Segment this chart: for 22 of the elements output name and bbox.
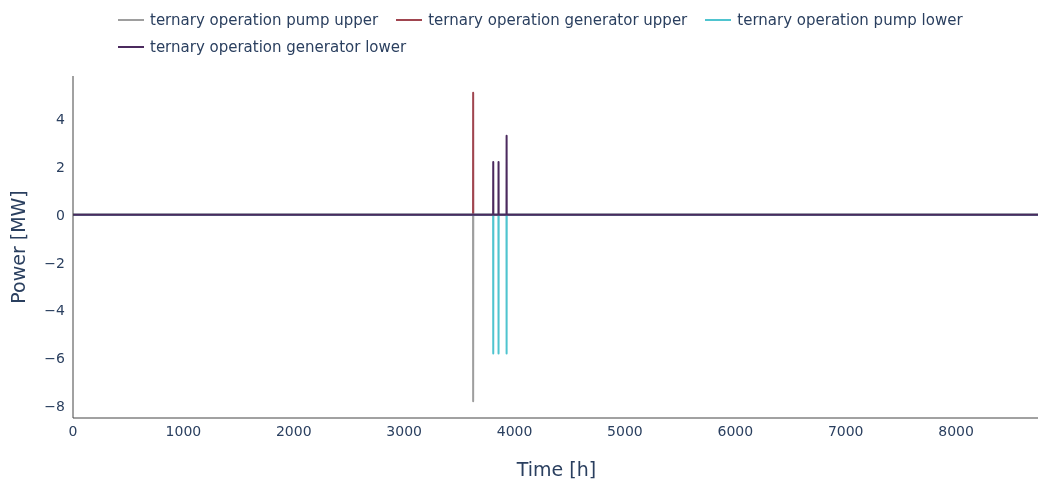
y-axis-title: Power [MW]	[6, 190, 29, 304]
x-tick-label: 1000	[165, 422, 202, 439]
legend-label: ternary operation generator upper	[428, 10, 688, 29]
legend-label: ternary operation pump lower	[737, 10, 963, 29]
x-axis-title: Time [h]	[515, 458, 597, 480]
legend-label: ternary operation generator lower	[150, 37, 407, 56]
y-tick-label: 2	[56, 158, 65, 175]
x-tick-label: 5000	[607, 422, 643, 439]
y-tick-label: −6	[44, 350, 66, 367]
x-tick-label: 4000	[496, 422, 533, 439]
x-tick-label: 7000	[827, 422, 864, 439]
x-tick-label: 8000	[938, 422, 974, 439]
x-tick-label: 0	[68, 422, 78, 439]
y-tick-label: −8	[44, 398, 65, 415]
y-tick-label: −4	[44, 302, 66, 319]
x-tick-label: 2000	[275, 422, 312, 439]
y-tick-label: 0	[56, 206, 65, 223]
x-tick-label: 3000	[386, 422, 422, 439]
legend-label: ternary operation pump upper	[150, 10, 379, 29]
y-tick-label: −2	[44, 254, 65, 271]
y-tick-label: 4	[56, 111, 66, 128]
x-tick-label: 6000	[717, 422, 754, 439]
